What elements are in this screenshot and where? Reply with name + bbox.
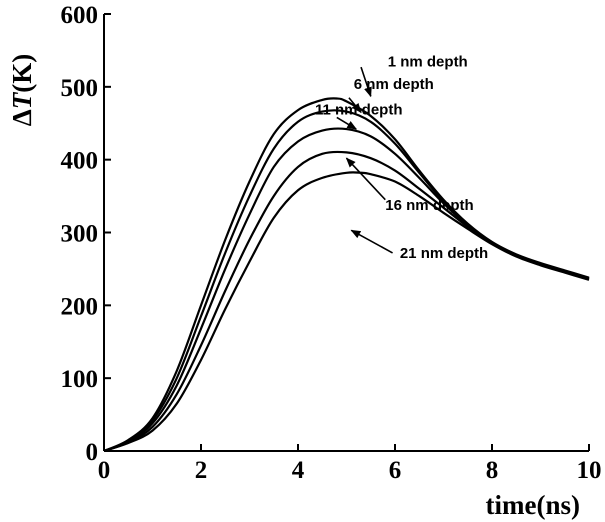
x-tick-label-3: 6 bbox=[389, 457, 402, 484]
y-tick-label-1: 100 bbox=[61, 366, 99, 393]
y-axis-label-var: T bbox=[7, 91, 37, 109]
annotation-label-1: 6 nm depth bbox=[354, 76, 434, 93]
annotation-arrow-0 bbox=[360, 66, 372, 98]
x-tick-label-5: 10 bbox=[577, 457, 602, 484]
annotation-arrow-4 bbox=[350, 229, 393, 254]
annotation-arrow-2 bbox=[336, 116, 358, 130]
x-ticks: 0 2 4 6 8 10 bbox=[98, 444, 602, 484]
y-tick-label-4: 400 bbox=[61, 148, 99, 175]
y-tick-label-3: 300 bbox=[61, 221, 99, 248]
series-lines bbox=[103, 97, 590, 453]
annotation-arrow-3 bbox=[345, 157, 386, 201]
x-tick-label-2: 4 bbox=[292, 457, 305, 484]
x-tick-label-4: 8 bbox=[486, 457, 499, 484]
y-ticks: 0 100 200 300 400 500 600 bbox=[61, 2, 111, 466]
series-line-1 bbox=[103, 109, 590, 453]
y-axis-label: ΔT(K) bbox=[7, 54, 37, 126]
x-tick-label-1: 2 bbox=[195, 457, 208, 484]
y-tick-label-5: 500 bbox=[61, 75, 99, 102]
annotation-label-3: 16 nm depth bbox=[385, 197, 473, 214]
y-axis-label-prefix: Δ bbox=[7, 109, 37, 126]
y-tick-label-2: 200 bbox=[61, 293, 99, 320]
annotation-label-4: 21 nm depth bbox=[400, 245, 488, 262]
annotations: 1 nm depth 6 nm depth 11 nm depth 16 nm dep… bbox=[315, 53, 488, 262]
annotation-label-2: 11 nm depth bbox=[315, 102, 403, 119]
y-axis-label-suffix: (K) bbox=[7, 54, 37, 93]
y-tick-label-6: 600 bbox=[61, 2, 99, 29]
x-axis-label: time(ns) bbox=[486, 490, 580, 520]
series-line-4 bbox=[103, 171, 590, 453]
series-line-3 bbox=[103, 150, 590, 453]
annotation-label-0: 1 nm depth bbox=[388, 53, 468, 70]
x-tick-label-0: 0 bbox=[98, 457, 111, 484]
series-line-0 bbox=[103, 97, 590, 453]
y-tick-label-0: 0 bbox=[86, 439, 99, 466]
annotation-arrow-1 bbox=[348, 97, 362, 114]
